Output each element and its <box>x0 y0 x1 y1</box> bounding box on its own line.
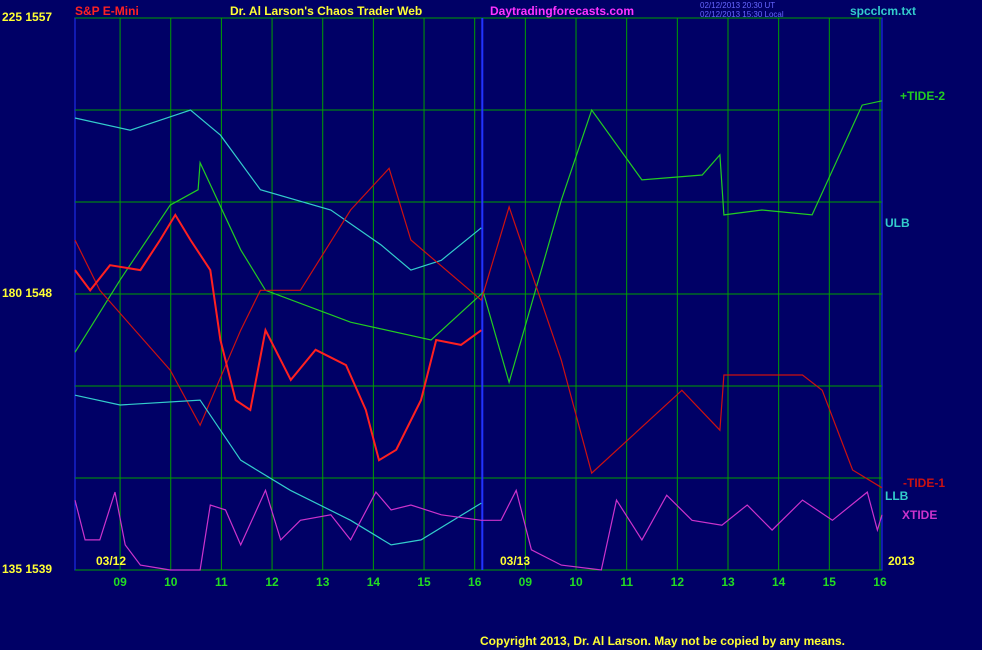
copyright: Copyright 2013, Dr. Al Larson. May not b… <box>480 634 845 648</box>
x-tick-label: 14 <box>367 575 381 589</box>
series-line <box>74 167 883 489</box>
timestamp: 02/12/2013 20:30 UT <box>700 1 775 10</box>
date-label: 03/13 <box>500 554 530 568</box>
timestamp: 02/12/2013 15:30 Local <box>700 10 784 19</box>
x-tick-label: 09 <box>519 575 533 589</box>
series-line <box>74 394 482 546</box>
x-tick-label: 13 <box>721 575 735 589</box>
y-tick-label: 180 1548 <box>2 286 52 300</box>
x-tick-label: 10 <box>569 575 583 589</box>
x-tick-label: 15 <box>823 575 837 589</box>
instrument: S&P E-Mini <box>75 4 139 18</box>
series-line <box>74 212 482 462</box>
x-tick-label: 15 <box>417 575 431 589</box>
x-tick-label: 14 <box>772 575 786 589</box>
x-tick-label: 13 <box>316 575 330 589</box>
series-line <box>74 109 482 271</box>
site: Daytradingforecasts.com <box>490 4 634 18</box>
series-label: XTIDE <box>902 508 937 522</box>
x-tick-label: 09 <box>113 575 127 589</box>
series-line <box>74 488 883 571</box>
file-name: spcclcm.txt <box>850 4 916 18</box>
series-line <box>74 100 883 385</box>
y-tick-label: 135 1539 <box>2 562 52 576</box>
series-label: -TIDE-1 <box>903 476 945 490</box>
series-label: +TIDE-2 <box>900 89 945 103</box>
x-tick-label: 16 <box>873 575 887 589</box>
x-tick-label: 11 <box>620 575 633 589</box>
x-tick-label: 11 <box>215 575 228 589</box>
chart-title: Dr. Al Larson's Chaos Trader Web <box>230 4 422 18</box>
date-label: 03/12 <box>96 554 126 568</box>
date-label: 2013 <box>888 554 915 568</box>
x-tick-label: 10 <box>164 575 178 589</box>
x-tick-label: 12 <box>265 575 279 589</box>
y-tick-label: 225 1557 <box>2 10 52 24</box>
x-tick-label: 16 <box>468 575 482 589</box>
x-tick-label: 12 <box>671 575 685 589</box>
series-label: ULB <box>885 216 910 230</box>
series-label: LLB <box>885 489 909 503</box>
